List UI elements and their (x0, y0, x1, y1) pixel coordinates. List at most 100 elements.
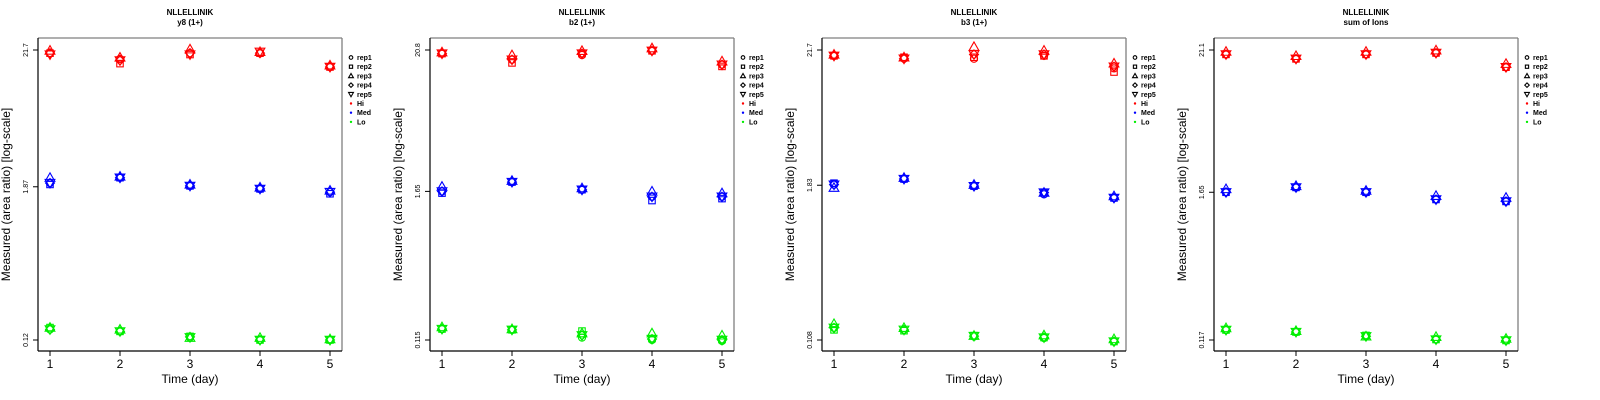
legend-label: rep4 (1533, 83, 1548, 90)
legend-label: rep2 (1141, 64, 1156, 71)
data-point (1108, 193, 1120, 204)
y-axis-label: Measured (area ratio) [log-scale] (783, 108, 797, 281)
y-tick-label: 1.87 (23, 180, 30, 194)
series-hi (436, 42, 728, 71)
legend-symbol (347, 91, 355, 98)
legend-symbol (348, 55, 354, 60)
legend-color-dot (1133, 120, 1137, 124)
x-tick-label: 5 (1111, 357, 1118, 371)
legend-label: Med (357, 110, 371, 117)
data-point (1038, 50, 1050, 61)
chart-subtitle: b3 (1+) (961, 18, 987, 27)
data-point (44, 50, 56, 61)
legend-symbol (1132, 55, 1138, 60)
data-point (1290, 183, 1302, 194)
data-point (254, 47, 266, 58)
y-tick-label: 20.8 (415, 43, 422, 57)
data-point (898, 54, 910, 65)
legend-label: Lo (1141, 119, 1150, 126)
data-point (324, 335, 336, 346)
legend-color-dot (349, 111, 353, 114)
y-axis-label: Measured (area ratio) [log-scale] (391, 108, 405, 281)
series-med (828, 171, 1120, 204)
data-point (1038, 333, 1050, 344)
legend-label: Med (1533, 110, 1547, 117)
data-point (576, 49, 588, 60)
data-point (506, 55, 518, 66)
legend-color-dot (741, 102, 745, 105)
x-tick-label: 1 (47, 357, 54, 371)
data-point (44, 178, 56, 189)
chart-title: NLLELLINIK (559, 8, 606, 17)
legend: rep1 rep2 rep3 rep4 rep5 Hi Med Lo (1131, 55, 1156, 126)
y-axis-label: Measured (area ratio) [log-scale] (0, 108, 13, 281)
y-tick-label: 1.83 (807, 178, 814, 192)
x-axis-label: Time (day) (946, 372, 1003, 386)
x-tick-label: 3 (187, 357, 194, 371)
data-point (1430, 189, 1442, 200)
legend-color-dot (741, 111, 745, 114)
data-point (184, 47, 196, 59)
series-med (44, 170, 336, 199)
data-point (968, 181, 980, 193)
data-point (508, 59, 516, 67)
legend-color-dot (349, 120, 353, 124)
legend-label: rep5 (1141, 92, 1156, 99)
data-point (114, 327, 126, 338)
chart-title: NLLELLINIK (167, 8, 214, 17)
data-point (1500, 197, 1512, 208)
x-tick-label: 1 (439, 357, 446, 371)
data-point (1220, 50, 1232, 61)
data-point (716, 329, 728, 340)
data-point (44, 171, 56, 182)
data-point (1430, 335, 1442, 346)
data-point (898, 325, 910, 336)
legend-label: rep3 (749, 73, 764, 80)
y-tick-label: 0.108 (807, 331, 814, 349)
data-point (506, 49, 518, 60)
legend-symbol (739, 72, 747, 79)
legend-label: rep3 (357, 73, 372, 80)
data-point (254, 331, 266, 342)
legend-label: Lo (749, 119, 758, 126)
data-point (1290, 327, 1302, 338)
series-med (436, 174, 728, 205)
legend-symbol (1524, 55, 1530, 60)
legend-symbol (347, 82, 355, 89)
data-point (576, 331, 588, 342)
data-point (1038, 44, 1050, 55)
x-axis-label: Time (day) (1338, 372, 1395, 386)
legend-color-dot (1133, 111, 1137, 114)
series-lo (1220, 322, 1512, 347)
series-lo (828, 317, 1120, 348)
y-tick-label: 0.117 (1199, 331, 1206, 348)
legend-label: rep1 (749, 55, 764, 62)
legend-label: rep1 (1141, 55, 1156, 62)
series-med (1220, 179, 1512, 208)
data-point (254, 184, 266, 195)
data-point (116, 59, 124, 68)
x-tick-label: 4 (1041, 357, 1048, 371)
data-point (1290, 54, 1302, 65)
x-tick-label: 4 (257, 357, 264, 371)
data-point (646, 192, 658, 203)
data-point (184, 181, 196, 192)
legend-color-dot (1525, 111, 1529, 114)
data-point (44, 44, 56, 55)
legend-label: Hi (1533, 101, 1540, 108)
data-point (436, 180, 448, 191)
legend-symbol (1523, 91, 1531, 98)
data-point (436, 49, 448, 60)
x-tick-label: 1 (831, 357, 838, 371)
data-point (576, 185, 588, 196)
legend: rep1 rep2 rep3 rep4 rep5 Hi Med Lo (739, 55, 764, 126)
series-hi (44, 43, 336, 73)
legend-label: Med (749, 110, 763, 117)
data-point (968, 50, 980, 61)
legend-label: rep2 (1533, 64, 1548, 71)
chart-subtitle: y8 (1+) (177, 18, 203, 27)
chart-title: NLLELLINIK (1343, 8, 1390, 17)
data-point (1430, 195, 1442, 206)
